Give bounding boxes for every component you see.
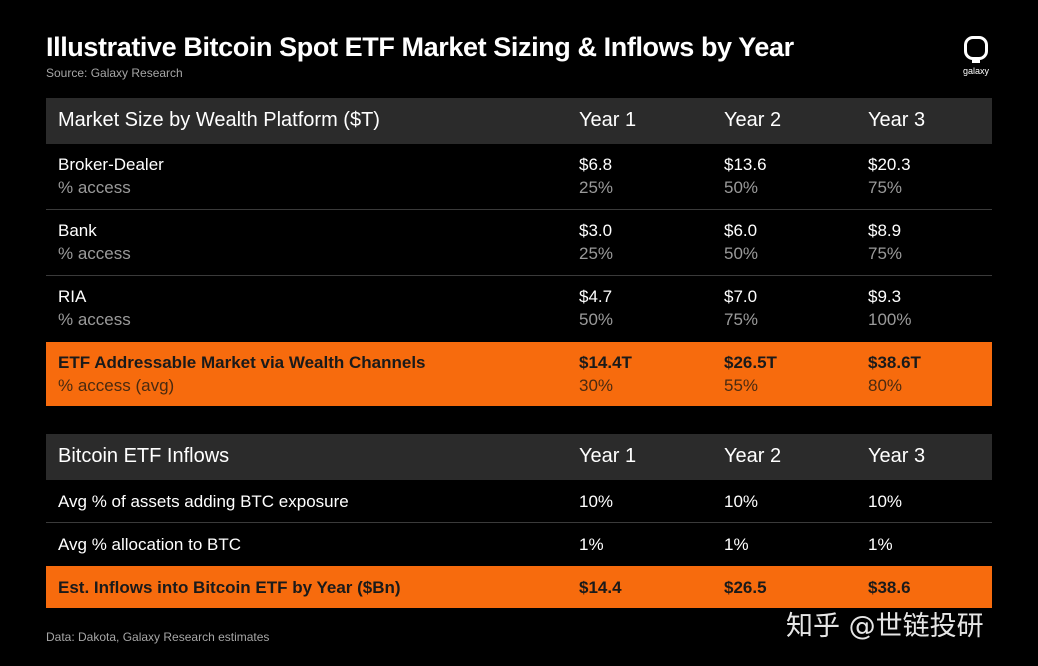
access-percent: 75% bbox=[868, 178, 903, 197]
data-source-footnote: Data: Dakota, Galaxy Research estimates bbox=[46, 630, 270, 644]
value-year-3: 10% bbox=[868, 492, 903, 511]
table-row-broker-dealer: Broker-Dealer % access $6.8 25% $13.6 50… bbox=[46, 144, 992, 210]
value-cell-year-2: $13.6 50% bbox=[724, 155, 767, 198]
value-year-3: 1% bbox=[868, 535, 893, 554]
column-header-year-3: Year 3 bbox=[868, 445, 926, 467]
row-label: Bank bbox=[58, 221, 97, 240]
value-year-1: 10% bbox=[579, 492, 614, 511]
value-cell-year-3: $9.3 100% bbox=[868, 287, 911, 330]
table-header-row: Bitcoin ETF Inflows Year 1 Year 2 Year 3 bbox=[46, 434, 992, 480]
access-percent: 55% bbox=[724, 376, 759, 395]
access-percent: 50% bbox=[724, 244, 759, 263]
access-percent: 80% bbox=[868, 376, 903, 395]
table-header-row: Market Size by Wealth Platform ($T) Year… bbox=[46, 98, 992, 144]
row-label: RIA bbox=[58, 287, 87, 306]
access-percent: 50% bbox=[724, 178, 759, 197]
row-label: Broker-Dealer bbox=[58, 155, 164, 174]
value-year-2: 1% bbox=[724, 535, 749, 554]
value-cell-year-2: $26.5T 55% bbox=[724, 353, 777, 396]
watermark: 知乎 @世链投研 bbox=[786, 611, 984, 642]
value: $6.0 bbox=[724, 221, 758, 240]
table-row-bank: Bank % access $3.0 25% $6.0 50% $8.9 75% bbox=[46, 210, 992, 276]
table-row-assets-adding-btc: Avg % of assets adding BTC exposure 10% … bbox=[46, 480, 992, 523]
access-percent: 100% bbox=[868, 310, 912, 329]
access-percent: 75% bbox=[724, 310, 759, 329]
column-header-year-1: Year 1 bbox=[579, 445, 637, 467]
value-cell-year-3: $8.9 75% bbox=[868, 221, 902, 264]
access-percent: 25% bbox=[579, 244, 614, 263]
value-cell-year-3: $20.3 75% bbox=[868, 155, 911, 198]
row-sublabel: % access bbox=[58, 178, 131, 197]
column-header-year-2: Year 2 bbox=[724, 445, 782, 467]
column-header-platform: Market Size by Wealth Platform ($T) bbox=[58, 109, 380, 131]
value: $38.6T bbox=[868, 353, 921, 372]
row-label: ETF Addressable Market via Wealth Channe… bbox=[58, 353, 426, 372]
value: $8.9 bbox=[868, 221, 902, 240]
table-row-est-inflows: Est. Inflows into Bitcoin ETF by Year ($… bbox=[46, 566, 992, 608]
bitcoin-etf-inflows-table: Bitcoin ETF Inflows Year 1 Year 2 Year 3… bbox=[46, 434, 992, 608]
access-percent: 50% bbox=[579, 310, 614, 329]
row-label: Est. Inflows into Bitcoin ETF by Year ($… bbox=[58, 578, 401, 597]
value-cell-year-1: $4.7 50% bbox=[579, 287, 613, 330]
market-size-table: Market Size by Wealth Platform ($T) Year… bbox=[46, 98, 992, 406]
table-row-ria: RIA % access $4.7 50% $7.0 75% $9.3 100% bbox=[46, 276, 992, 342]
value: $26.5T bbox=[724, 353, 777, 372]
value: $7.0 bbox=[724, 287, 758, 306]
row-label-cell: RIA % access bbox=[58, 287, 131, 330]
value-cell-year-1: $3.0 25% bbox=[579, 221, 613, 264]
access-percent: 30% bbox=[579, 376, 614, 395]
row-label: Avg % allocation to BTC bbox=[58, 535, 241, 554]
value-year-2: 10% bbox=[724, 492, 759, 511]
row-label-cell: Broker-Dealer % access bbox=[58, 155, 164, 198]
value-year-2: $26.5 bbox=[724, 578, 767, 597]
table-row-etf-addressable-market: ETF Addressable Market via Wealth Channe… bbox=[46, 342, 992, 406]
row-label-cell: ETF Addressable Market via Wealth Channe… bbox=[58, 353, 426, 396]
row-label: Avg % of assets adding BTC exposure bbox=[58, 492, 349, 511]
value-cell-year-2: $6.0 50% bbox=[724, 221, 758, 264]
galaxy-logo-text: galaxy bbox=[962, 66, 989, 76]
column-header-year-3: Year 3 bbox=[868, 109, 926, 131]
galaxy-logo: galaxy bbox=[956, 36, 996, 76]
value: $6.8 bbox=[579, 155, 613, 174]
column-header-year-2: Year 2 bbox=[724, 109, 782, 131]
value: $3.0 bbox=[579, 221, 613, 240]
page-title: Illustrative Bitcoin Spot ETF Market Siz… bbox=[46, 32, 794, 62]
column-header-inflows: Bitcoin ETF Inflows bbox=[58, 445, 230, 467]
access-percent: 25% bbox=[579, 178, 614, 197]
value-cell-year-1: $14.4T 30% bbox=[579, 353, 632, 396]
value: $20.3 bbox=[868, 155, 911, 174]
value-cell-year-3: $38.6T 80% bbox=[868, 353, 921, 396]
value-cell-year-1: $6.8 25% bbox=[579, 155, 613, 198]
value: $9.3 bbox=[868, 287, 902, 306]
value-year-3: $38.6 bbox=[868, 578, 911, 597]
row-sublabel: % access (avg) bbox=[58, 376, 175, 395]
value: $4.7 bbox=[579, 287, 613, 306]
value-year-1: $14.4 bbox=[579, 578, 622, 597]
row-sublabel: % access bbox=[58, 310, 131, 329]
row-label-cell: Bank % access bbox=[58, 221, 131, 264]
value-year-1: 1% bbox=[579, 535, 604, 554]
value: $13.6 bbox=[724, 155, 767, 174]
table-row-allocation-to-btc: Avg % allocation to BTC 1% 1% 1% bbox=[46, 523, 992, 566]
value: $14.4T bbox=[579, 353, 632, 372]
row-sublabel: % access bbox=[58, 244, 131, 263]
access-percent: 75% bbox=[868, 244, 903, 263]
value-cell-year-2: $7.0 75% bbox=[724, 287, 758, 330]
source-note: Source: Galaxy Research bbox=[46, 66, 183, 80]
galaxy-logo-icon bbox=[964, 36, 988, 63]
column-header-year-1: Year 1 bbox=[579, 109, 637, 131]
